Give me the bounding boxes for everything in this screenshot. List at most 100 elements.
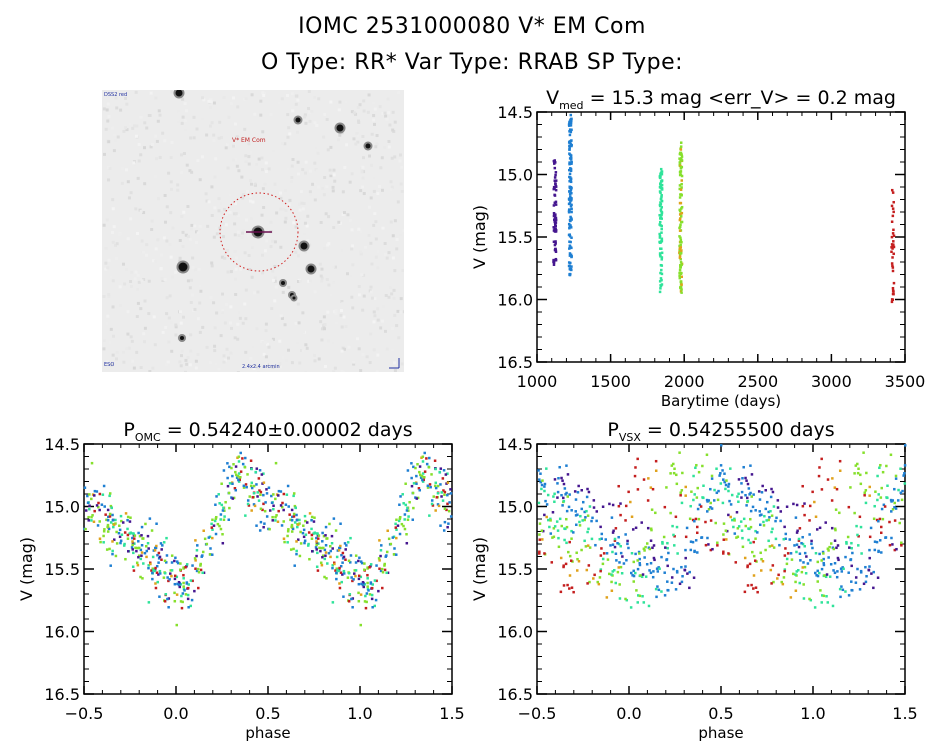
- data-point: [740, 529, 744, 532]
- data-point: [321, 554, 325, 557]
- data-point: [588, 546, 592, 549]
- sky-noise: [170, 141, 174, 145]
- data-point: [411, 518, 415, 521]
- sky-noise: [323, 112, 327, 116]
- data-point: [681, 575, 684, 578]
- data-point: [242, 484, 246, 488]
- data-point: [324, 544, 328, 547]
- data-point: [543, 552, 546, 555]
- sky-noise: [370, 163, 374, 167]
- data-point: [262, 472, 265, 475]
- sky-noise: [213, 175, 217, 179]
- data-point-epoch1: [554, 218, 558, 222]
- data-point: [803, 565, 807, 569]
- sky-noise: [396, 200, 400, 204]
- data-point: [593, 573, 596, 577]
- y-axis-label: V (mag): [470, 205, 489, 269]
- data-point: [633, 474, 637, 478]
- sky-noise: [222, 360, 226, 364]
- data-point: [724, 487, 727, 491]
- data-point: [223, 509, 226, 512]
- data-point-epoch5: [892, 245, 896, 249]
- data-point: [226, 476, 229, 480]
- data-point-epoch5: [891, 292, 895, 296]
- data-point: [565, 525, 569, 529]
- sky-noise: [279, 365, 283, 369]
- data-point: [423, 470, 427, 473]
- data-point: [819, 589, 822, 592]
- data-point-epoch4: [678, 217, 682, 220]
- data-point: [660, 590, 663, 593]
- data-point: [583, 539, 586, 543]
- data-point: [811, 546, 814, 550]
- sky-noise: [137, 280, 141, 284]
- sky-noise: [118, 285, 122, 289]
- sky-noise: [105, 321, 109, 325]
- data-point: [783, 568, 787, 571]
- data-point: [722, 550, 725, 554]
- data-point: [825, 594, 828, 598]
- data-point: [899, 467, 902, 470]
- sky-noise: [345, 143, 349, 147]
- data-point: [428, 514, 431, 517]
- sky-noise: [163, 139, 167, 143]
- data-point-epoch5: [892, 252, 895, 256]
- sky-noise: [300, 201, 304, 205]
- data-point: [237, 480, 241, 483]
- data-point: [752, 540, 755, 544]
- data-point: [448, 501, 451, 504]
- sky-noise: [137, 159, 141, 163]
- sky-noise: [374, 145, 378, 149]
- data-point: [748, 562, 752, 566]
- data-point: [369, 563, 373, 566]
- data-point: [160, 548, 163, 551]
- data-point: [749, 509, 753, 513]
- data-point: [119, 539, 123, 542]
- data-point: [556, 529, 560, 532]
- data-point: [599, 568, 603, 571]
- data-point: [371, 583, 374, 586]
- data-point: [315, 543, 318, 547]
- data-point: [209, 547, 212, 550]
- data-point: [878, 466, 881, 470]
- data-point: [434, 509, 437, 512]
- data-point: [740, 496, 743, 499]
- sky-noise: [301, 207, 305, 211]
- data-point: [549, 532, 553, 535]
- data-point: [901, 489, 904, 493]
- data-point: [585, 568, 589, 572]
- data-point: [182, 573, 185, 577]
- data-point: [237, 460, 241, 463]
- data-point: [286, 484, 290, 488]
- data-point: [102, 534, 105, 538]
- sky-noise: [380, 319, 384, 323]
- sky-noise: [297, 321, 301, 325]
- data-point: [177, 583, 181, 587]
- data-point-epoch1: [554, 213, 557, 216]
- data-point-epoch1: [553, 166, 557, 170]
- sky-noise: [234, 202, 238, 206]
- data-point: [114, 554, 118, 558]
- sky-noise: [236, 105, 240, 109]
- sky-noise: [246, 234, 250, 238]
- data-point: [245, 485, 248, 489]
- data-point: [219, 518, 222, 521]
- data-point: [640, 521, 643, 524]
- data-point: [412, 506, 415, 510]
- data-point: [441, 499, 445, 502]
- sky-noise: [269, 112, 273, 116]
- sky-noise: [147, 279, 151, 283]
- sky-noise: [303, 221, 307, 225]
- sky-noise: [373, 314, 377, 318]
- data-point: [131, 536, 134, 540]
- sky-noise: [229, 351, 233, 355]
- data-point: [553, 478, 557, 481]
- sky-noise: [294, 225, 298, 229]
- data-point: [319, 561, 323, 565]
- data-point: [271, 515, 274, 519]
- data-point: [147, 547, 150, 550]
- sky-noise: [344, 100, 348, 104]
- data-point: [740, 490, 744, 494]
- data-point: [176, 561, 180, 565]
- data-point: [768, 545, 772, 548]
